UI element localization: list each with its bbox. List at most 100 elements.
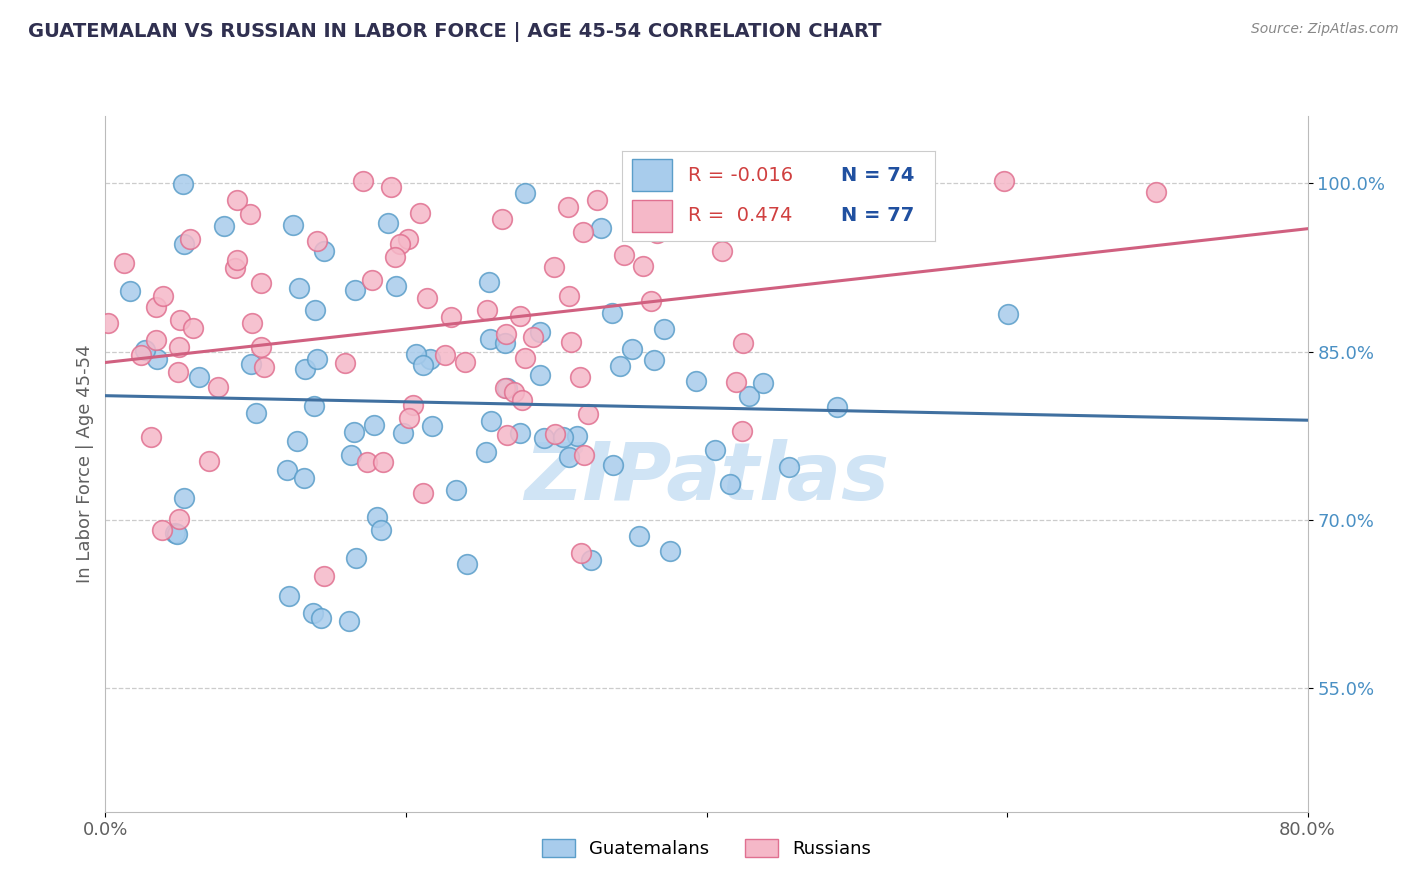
Point — [495, 428, 517, 442]
Point — [249, 340, 271, 354]
Point — [675, 154, 697, 169]
Point — [167, 340, 190, 354]
Point — [586, 193, 609, 207]
Text: Source: ZipAtlas.com: Source: ZipAtlas.com — [1251, 22, 1399, 37]
Point — [558, 289, 581, 303]
Point — [560, 335, 582, 350]
Point — [479, 332, 502, 346]
Point — [278, 589, 301, 603]
Point — [515, 186, 537, 200]
Point — [388, 237, 411, 252]
Point — [710, 244, 733, 258]
Point — [522, 330, 544, 344]
Point — [491, 212, 513, 227]
Point — [609, 359, 631, 374]
Point — [477, 303, 499, 318]
Point — [120, 285, 142, 299]
Point — [150, 523, 173, 537]
Point — [496, 381, 519, 395]
Point — [752, 376, 775, 390]
Point — [307, 234, 329, 248]
Point — [543, 260, 565, 275]
Point — [412, 485, 434, 500]
Point — [997, 307, 1019, 321]
Point — [589, 220, 612, 235]
Point — [181, 321, 204, 335]
Point — [510, 393, 533, 408]
Point — [419, 352, 441, 367]
Point — [478, 275, 501, 289]
Point — [187, 370, 209, 384]
Point — [356, 455, 378, 469]
Point — [778, 459, 800, 474]
Point — [145, 352, 167, 367]
Point — [207, 380, 229, 394]
Point — [139, 430, 162, 444]
Point — [384, 250, 406, 264]
Point — [640, 294, 662, 309]
Point — [363, 418, 385, 433]
Legend: Guatemalans, Russians: Guatemalans, Russians — [534, 831, 879, 865]
Point — [446, 483, 468, 497]
Point — [738, 389, 761, 403]
Text: ZIPatlas: ZIPatlas — [524, 439, 889, 516]
Point — [645, 227, 668, 241]
Point — [613, 248, 636, 262]
Point — [440, 310, 463, 324]
Point — [292, 471, 315, 485]
Point — [314, 244, 336, 259]
Point — [509, 309, 531, 323]
Point — [415, 291, 437, 305]
Point — [568, 370, 591, 384]
Point — [409, 206, 432, 220]
Point — [226, 193, 249, 207]
Point — [621, 342, 644, 356]
Point — [302, 606, 325, 620]
Point — [287, 281, 309, 295]
Point — [285, 434, 308, 448]
Point — [145, 333, 167, 347]
Point — [565, 429, 588, 443]
Point — [402, 399, 425, 413]
Point — [302, 400, 325, 414]
Point — [405, 347, 427, 361]
Point — [659, 543, 682, 558]
Text: GUATEMALAN VS RUSSIAN IN LABOR FORCE | AGE 45-54 CORRELATION CHART: GUATEMALAN VS RUSSIAN IN LABOR FORCE | A… — [28, 22, 882, 42]
Point — [129, 348, 152, 362]
Point — [373, 455, 395, 469]
Point — [304, 303, 326, 318]
Point — [475, 445, 498, 459]
Point — [503, 385, 526, 400]
Point — [240, 316, 263, 330]
Text: R = -0.016: R = -0.016 — [688, 166, 793, 185]
Point — [352, 174, 374, 188]
Point — [533, 431, 555, 445]
Point — [579, 553, 602, 567]
Point — [337, 615, 360, 629]
Point — [479, 414, 502, 428]
Point — [250, 277, 273, 291]
Point — [993, 174, 1015, 188]
FancyBboxPatch shape — [631, 159, 672, 192]
FancyBboxPatch shape — [631, 200, 672, 232]
Point — [494, 335, 516, 350]
Point — [166, 365, 188, 379]
Point — [294, 361, 316, 376]
Point — [380, 180, 402, 194]
Point — [733, 336, 755, 351]
Point — [226, 253, 249, 268]
Point — [173, 237, 195, 252]
Point — [384, 279, 406, 293]
Point — [179, 232, 201, 246]
Point — [314, 569, 336, 583]
Point — [631, 260, 654, 274]
Y-axis label: In Labor Force | Age 45-54: In Labor Force | Age 45-54 — [76, 344, 94, 583]
Point — [574, 448, 596, 462]
Point — [309, 611, 332, 625]
Point — [239, 207, 262, 221]
Point — [571, 225, 593, 239]
Point — [339, 448, 361, 462]
Point — [685, 374, 707, 388]
Point — [172, 177, 194, 191]
Point — [652, 321, 675, 335]
